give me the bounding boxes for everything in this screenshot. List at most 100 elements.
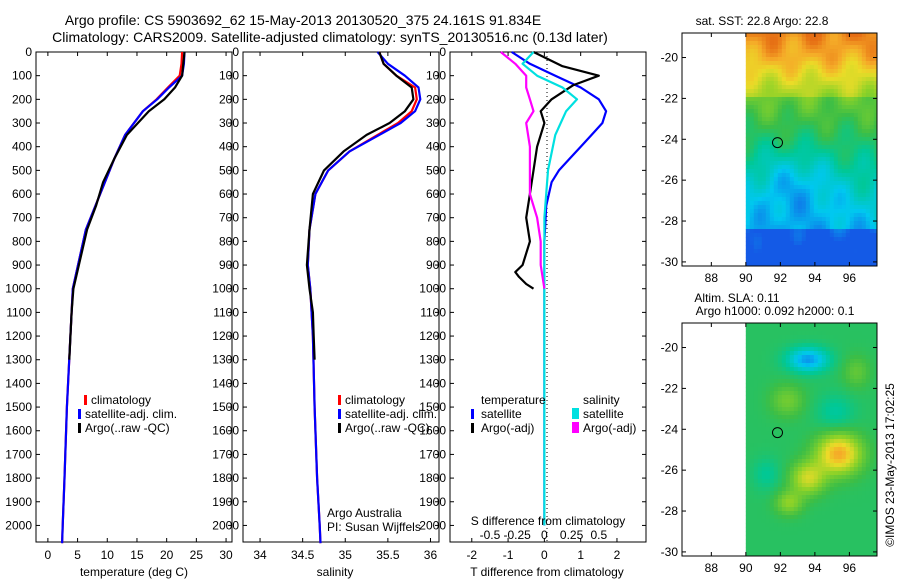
heatmap-cell [765,81,771,86]
heatmap-cell [845,45,851,50]
heatmap-cell [845,181,851,186]
heatmap-cell [765,161,771,166]
heatmap-cell [789,419,795,424]
heatmap-cell [873,543,878,548]
heatmap-cell [873,101,878,106]
heatmap-cell [765,229,771,234]
heatmap-cell [853,145,859,150]
heatmap-cell [821,41,827,46]
heatmap-cell [801,169,807,174]
heatmap-cell [837,395,843,400]
heatmap-cell [865,85,871,90]
heatmap-cell [873,49,878,54]
heatmap-cell [829,463,835,468]
heatmap-cell [801,487,807,492]
heatmap-cell [773,431,779,436]
heatmap-cell [745,339,751,344]
heatmap-cell [873,169,878,174]
heatmap-cell [821,495,827,500]
heatmap-cell [837,543,843,548]
heatmap-cell [841,455,847,460]
heatmap-cell [869,141,875,146]
heatmap-cell [761,233,767,238]
heatmap-cell [821,77,827,82]
heatmap-cell [781,519,787,524]
heatmap-cell [849,419,855,424]
heatmap-cell [753,45,759,50]
heatmap-cell [869,511,875,516]
heatmap-cell [797,201,803,206]
heatmap-cell [829,439,835,444]
heatmap-cell [769,539,775,544]
heatmap-cell [857,387,863,392]
heatmap-cell [749,97,755,102]
salinity-x-label: salinity [317,565,354,579]
depth-tick-label: 1600 [5,424,32,438]
heatmap-cell [773,49,779,54]
heatmap-cell [821,451,827,456]
heatmap-cell [745,343,751,348]
heatmap-cell [865,153,871,158]
heatmap-cell [837,335,843,340]
heatmap-cell [785,117,791,122]
heatmap-cell [829,387,835,392]
heatmap-cell [773,153,779,158]
heatmap-cell [813,539,819,544]
heatmap-cell [801,257,807,262]
heatmap-cell [873,499,878,504]
heatmap-cell [805,205,811,210]
heatmap-cell [813,551,819,556]
heatmap-cell [801,149,807,154]
heatmap-cell [765,383,771,388]
heatmap-cell [777,339,783,344]
heatmap-cell [801,431,807,436]
heatmap-cell [833,109,839,114]
heatmap-cell [745,539,751,544]
heatmap-cell [805,69,811,74]
heatmap-cell [809,503,815,508]
heatmap-cell [785,355,791,360]
heatmap-cell [761,93,767,98]
heatmap-cell [845,463,851,468]
heatmap-cell [781,407,787,412]
heatmap-cell [761,343,767,348]
heatmap-cell [809,141,815,146]
heatmap-cell [825,153,831,158]
heatmap-cell [749,475,755,480]
heatmap-cell [805,253,811,258]
heatmap-cell [845,407,851,412]
heatmap-cell [833,391,839,396]
heatmap-cell [769,229,775,234]
heatmap-cell [777,77,783,82]
heatmap-cell [785,189,791,194]
heatmap-cell [853,339,859,344]
heatmap-cell [801,49,807,54]
heatmap-cell [837,97,843,102]
heatmap-cell [817,399,823,404]
heatmap-cell [781,161,787,166]
heatmap-cell [849,145,855,150]
heatmap-cell [793,233,799,238]
heatmap-cell [813,483,819,488]
map-x-tick-label: 92 [774,271,788,285]
heatmap-cell [845,491,851,496]
heatmap-cell [797,543,803,548]
heatmap-cell [761,511,767,516]
heatmap-cell [805,459,811,464]
heatmap-cell [777,193,783,198]
heatmap-cell [773,121,779,126]
heatmap-cell [809,113,815,118]
heatmap-cell [757,137,763,142]
legend-argo: Argo(..raw -QC) [345,421,430,435]
heatmap-cell [785,463,791,468]
heatmap-cell [853,407,859,412]
heatmap-cell [861,245,867,250]
heatmap-cell [785,483,791,488]
heatmap-cell [749,105,755,110]
heatmap-cell [841,431,847,436]
heatmap-cell [841,347,847,352]
heatmap-cell [873,249,878,254]
heatmap-cell [857,459,863,464]
heatmap-cell [753,225,759,230]
heatmap-cell [849,547,855,552]
